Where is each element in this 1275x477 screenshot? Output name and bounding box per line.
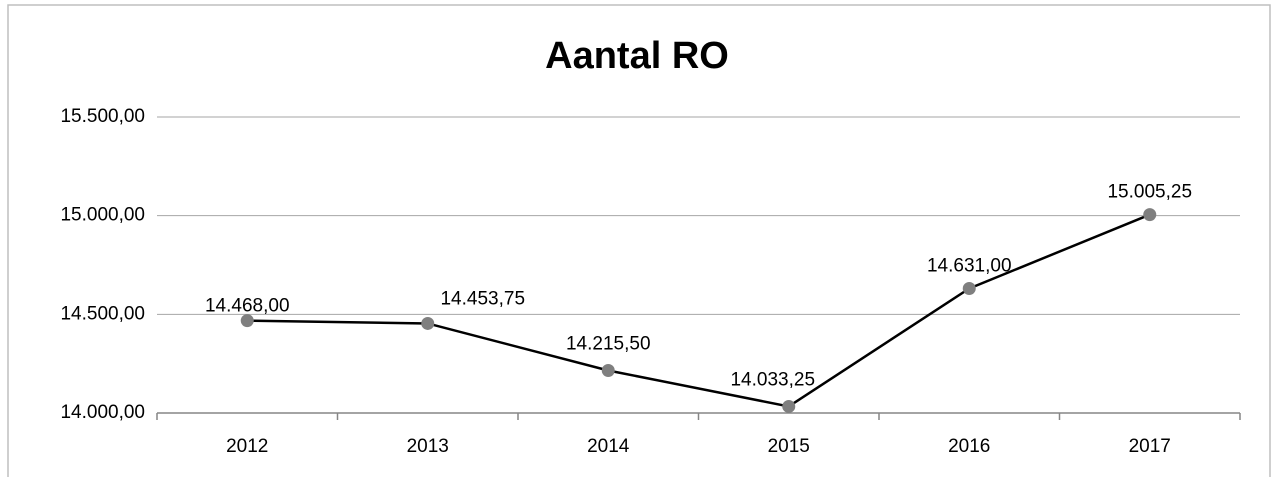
data-point [240, 314, 254, 328]
data-line [247, 213, 1151, 408]
x-tick-label: 2015 [768, 436, 810, 457]
chart-frame [7, 4, 1271, 477]
chart-title: Aantal RO [545, 35, 729, 77]
data-label: 14.215,50 [566, 333, 651, 354]
data-point [601, 363, 615, 377]
data-point [962, 281, 976, 295]
x-tick-label: 2012 [226, 436, 268, 457]
x-tick-label: 2013 [407, 436, 449, 457]
data-label: 14.453,75 [440, 288, 525, 309]
data-point [782, 399, 796, 413]
data-label: 14.033,25 [730, 369, 815, 390]
x-tick-label: 2016 [948, 436, 990, 457]
data-label: 15.005,25 [1107, 182, 1192, 203]
y-tick-label: 15.500,00 [60, 106, 145, 127]
x-tick-label: 2017 [1129, 436, 1171, 457]
y-tick-label: 15.000,00 [60, 205, 145, 226]
data-label: 14.631,00 [927, 255, 1012, 276]
y-tick-label: 14.000,00 [60, 402, 145, 423]
y-tick-label: 14.500,00 [60, 303, 145, 324]
data-point [1143, 208, 1157, 222]
data-label: 14.468,00 [205, 296, 290, 317]
x-tick-label: 2014 [587, 436, 630, 457]
data-point [421, 316, 435, 330]
